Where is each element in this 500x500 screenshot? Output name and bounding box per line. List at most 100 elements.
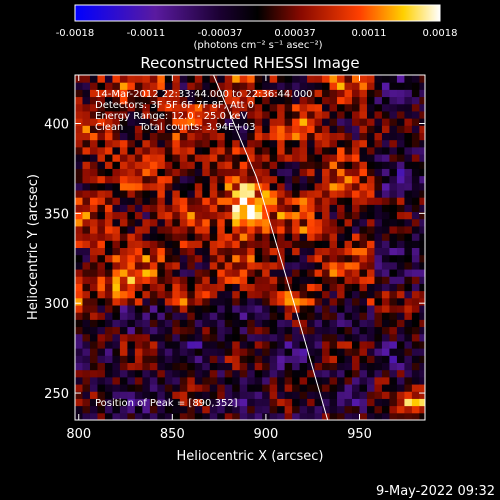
heatmap-cell	[307, 405, 316, 414]
heatmap-cell	[89, 376, 98, 385]
heatmap-cell	[366, 276, 375, 284]
heatmap-cell	[374, 182, 383, 191]
heatmap-cells	[75, 75, 425, 420]
heatmap-cell	[277, 125, 286, 133]
heatmap-cell	[254, 355, 263, 363]
heatmap-cell	[142, 89, 151, 98]
heatmap-cell	[404, 348, 413, 356]
heatmap-cell	[82, 362, 91, 371]
heatmap-cell	[89, 197, 98, 205]
heatmap-cell	[284, 218, 293, 227]
heatmap-cell	[164, 376, 173, 385]
heatmap-cell	[352, 154, 360, 162]
heatmap-cell	[329, 305, 338, 313]
heatmap-cell	[352, 118, 360, 126]
heatmap-cell	[239, 118, 248, 126]
heatmap-cell	[404, 297, 413, 306]
heatmap-cell	[262, 355, 271, 363]
heatmap-cell	[247, 326, 256, 335]
heatmap-cell	[307, 190, 316, 198]
heatmap-cell	[164, 190, 173, 198]
heatmap-cell	[284, 118, 293, 126]
heatmap-cell	[202, 75, 211, 83]
heatmap-cell	[381, 391, 390, 399]
y-tick-label: 350	[44, 207, 69, 222]
heatmap-cell	[209, 118, 218, 126]
heatmap-cell	[344, 233, 353, 241]
heatmap-cell	[284, 154, 293, 162]
heatmap-cell	[202, 276, 211, 284]
heatmap-cell	[157, 348, 166, 356]
heatmap-cell	[142, 211, 151, 220]
heatmap-cell	[299, 384, 308, 392]
heatmap-cell	[202, 319, 211, 328]
heatmap-cell	[277, 290, 286, 299]
heatmap-cell	[404, 269, 413, 277]
heatmap-cell	[284, 161, 293, 169]
heatmap-cell	[194, 146, 203, 155]
heatmap-cell	[329, 125, 338, 133]
heatmap-cell	[209, 132, 218, 141]
heatmap-cell	[307, 204, 316, 213]
heatmap-cell	[307, 276, 316, 284]
heatmap-cell	[337, 75, 346, 83]
heatmap-cell	[284, 103, 293, 112]
heatmap-cell	[381, 211, 390, 220]
heatmap-cell	[164, 290, 173, 299]
heatmap-cell	[89, 312, 98, 320]
heatmap-cell	[381, 333, 390, 342]
heatmap-cell	[374, 204, 383, 213]
heatmap-cell	[262, 312, 271, 320]
heatmap-cell	[134, 247, 143, 256]
heatmap-cell	[149, 297, 158, 306]
heatmap-cell	[284, 290, 293, 299]
heatmap-cell	[314, 362, 323, 371]
heatmap-cell	[277, 75, 286, 83]
heatmap-cell	[396, 154, 405, 162]
heatmap-cell	[344, 405, 353, 414]
heatmap-cell	[82, 369, 91, 378]
heatmap-cell	[194, 348, 203, 356]
heatmap-cell	[314, 190, 323, 198]
heatmap-cell	[75, 211, 83, 220]
heatmap-cell	[247, 204, 256, 213]
heatmap-cell	[292, 225, 301, 234]
heatmap-cell	[419, 333, 425, 342]
heatmap-cell	[89, 103, 98, 112]
heatmap-cell	[134, 297, 143, 306]
heatmap-cell	[112, 254, 121, 263]
heatmap-cell	[142, 319, 151, 328]
heatmap-cell	[217, 254, 226, 263]
heatmap-cell	[396, 125, 405, 133]
heatmap-cell	[314, 240, 323, 248]
heatmap-cell	[104, 154, 113, 162]
heatmap-cell	[82, 197, 91, 205]
heatmap-cell	[292, 276, 301, 284]
heatmap-cell	[389, 376, 398, 385]
heatmap-cell	[277, 369, 286, 378]
heatmap-cell	[389, 290, 398, 299]
heatmap-cell	[97, 362, 106, 371]
heatmap-cell	[374, 362, 383, 371]
heatmap-cell	[411, 96, 420, 105]
heatmap-cell	[75, 175, 83, 184]
heatmap-cell	[366, 312, 375, 320]
heatmap-cell	[269, 269, 278, 277]
heatmap-cell	[164, 146, 173, 155]
heatmap-cell	[142, 412, 151, 420]
heatmap-cell	[411, 340, 420, 349]
heatmap-cell	[322, 175, 331, 184]
heatmap-cell	[292, 319, 301, 328]
heatmap-cell	[179, 218, 188, 227]
heatmap-cell	[404, 75, 413, 83]
heatmap-cell	[419, 96, 425, 105]
heatmap-cell	[277, 211, 286, 220]
heatmap-cell	[179, 312, 188, 320]
heatmap-cell	[374, 391, 383, 399]
heatmap-cell	[329, 175, 338, 184]
heatmap-cell	[82, 168, 91, 177]
heatmap-cell	[284, 305, 293, 313]
heatmap-cell	[292, 197, 301, 205]
heatmap-cell	[269, 340, 278, 349]
heatmap-cell	[112, 412, 121, 420]
